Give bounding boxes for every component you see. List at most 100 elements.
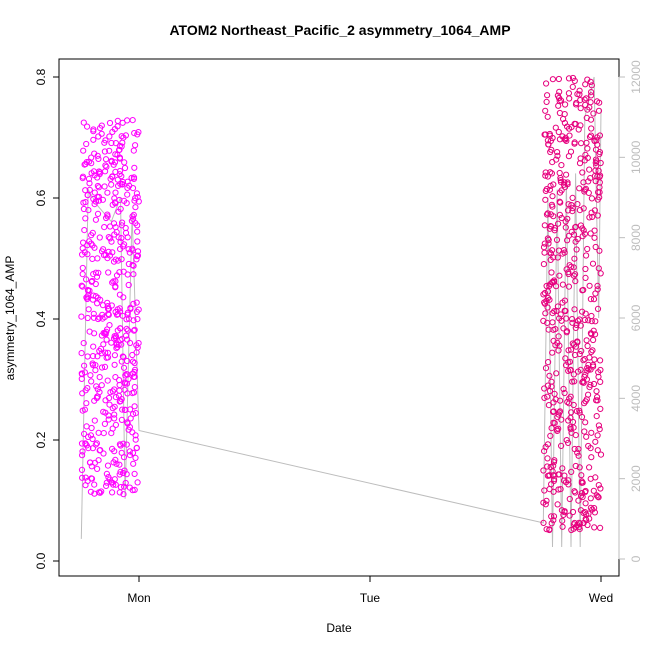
data-point xyxy=(94,465,101,472)
data-point xyxy=(581,316,589,324)
data-point xyxy=(541,385,548,392)
data-point xyxy=(95,133,102,140)
data-point xyxy=(133,256,140,263)
data-point xyxy=(545,402,553,409)
data-point xyxy=(573,99,580,107)
data-point xyxy=(582,274,589,281)
data-point xyxy=(582,487,589,495)
data-point xyxy=(569,208,576,215)
data-point xyxy=(570,424,577,431)
data-point xyxy=(565,347,572,354)
data-point xyxy=(559,465,566,472)
data-point xyxy=(587,175,594,182)
data-point xyxy=(572,432,579,439)
data-point xyxy=(569,83,576,91)
data-point xyxy=(88,424,95,432)
data-point xyxy=(561,119,569,127)
data-point xyxy=(545,359,552,366)
data-point xyxy=(585,317,592,324)
data-point xyxy=(95,184,103,191)
data-point xyxy=(83,140,90,148)
data-point xyxy=(129,185,137,192)
data-point xyxy=(558,162,565,169)
data-point xyxy=(104,349,112,356)
data-point xyxy=(123,316,130,323)
data-point xyxy=(94,210,102,217)
data-point xyxy=(95,315,102,323)
data-point xyxy=(91,189,98,196)
data-point xyxy=(597,405,604,412)
data-point xyxy=(78,313,85,320)
y-tick-label: 0.8 xyxy=(34,68,48,85)
data-point xyxy=(569,205,576,212)
data-point xyxy=(79,271,86,278)
data-point xyxy=(104,211,111,218)
data-point xyxy=(557,311,564,318)
data-point xyxy=(554,152,561,159)
data-point xyxy=(92,280,99,288)
y2-tick-label: 6000 xyxy=(629,304,643,331)
data-point xyxy=(107,175,114,182)
data-point xyxy=(92,198,100,205)
data-point xyxy=(574,235,581,243)
data-point xyxy=(126,339,134,347)
data-point xyxy=(81,430,88,437)
data-point xyxy=(555,347,562,354)
data-point xyxy=(80,119,87,126)
data-point xyxy=(587,445,594,452)
data-point xyxy=(88,154,95,161)
data-point xyxy=(87,372,94,379)
data-point xyxy=(555,75,563,83)
data-point xyxy=(540,244,548,251)
data-point xyxy=(113,460,120,467)
data-point xyxy=(594,286,601,293)
data-point xyxy=(90,343,97,350)
data-point xyxy=(555,425,562,432)
data-point xyxy=(595,107,603,114)
data-point xyxy=(98,332,106,339)
scatter-points-layer xyxy=(78,74,605,534)
data-point xyxy=(132,436,139,443)
data-point xyxy=(120,440,127,447)
data-point xyxy=(544,288,552,295)
data-point xyxy=(80,205,88,213)
data-point xyxy=(81,249,88,256)
data-point xyxy=(130,211,137,218)
data-point xyxy=(576,87,583,94)
data-point xyxy=(548,378,555,385)
data-point xyxy=(565,153,573,160)
data-point xyxy=(81,362,88,369)
data-point xyxy=(104,377,111,384)
data-point xyxy=(85,306,92,313)
data-point xyxy=(121,483,128,490)
data-point xyxy=(547,432,554,439)
data-point xyxy=(549,203,556,210)
data-point xyxy=(92,216,100,223)
data-point xyxy=(559,517,566,524)
y2-tick-label: 8000 xyxy=(629,224,643,251)
data-point xyxy=(556,211,564,218)
data-point xyxy=(592,243,599,251)
data-point xyxy=(83,276,90,283)
data-point xyxy=(555,486,562,493)
data-point xyxy=(590,296,598,303)
data-point xyxy=(550,513,558,520)
data-point xyxy=(95,193,103,200)
data-point xyxy=(591,227,598,234)
data-point xyxy=(591,509,599,516)
data-point xyxy=(124,271,131,278)
data-point xyxy=(117,484,125,491)
data-point xyxy=(555,94,563,102)
data-point xyxy=(120,454,128,461)
data-point xyxy=(555,102,562,109)
data-point xyxy=(94,152,101,159)
data-point xyxy=(542,310,549,317)
data-point xyxy=(119,219,126,226)
data-point xyxy=(549,278,556,285)
data-point xyxy=(581,400,588,407)
data-point xyxy=(116,471,123,478)
data-point xyxy=(593,397,600,404)
data-point xyxy=(575,126,582,133)
data-point xyxy=(541,222,548,229)
data-point xyxy=(122,372,129,379)
